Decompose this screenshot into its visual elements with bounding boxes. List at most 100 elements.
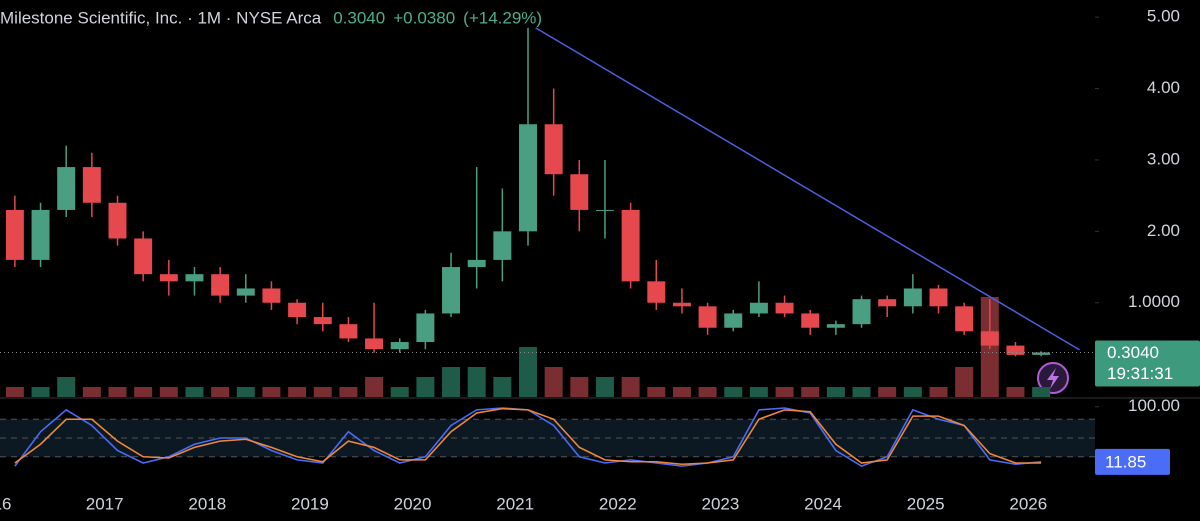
candle-body bbox=[493, 231, 512, 260]
volume-bar bbox=[5, 387, 24, 397]
candle-body bbox=[313, 317, 332, 325]
volume-bar bbox=[313, 387, 332, 397]
volume-bar bbox=[82, 387, 101, 397]
volume-bar bbox=[1006, 387, 1025, 397]
volume-bar bbox=[236, 387, 255, 397]
value-box bbox=[1095, 448, 1170, 475]
candle-body bbox=[698, 306, 717, 328]
x-tick-label: 2026 bbox=[1009, 494, 1047, 513]
volume-bar bbox=[442, 367, 461, 397]
candle-body bbox=[519, 124, 537, 232]
value-label: 11.85 bbox=[1105, 452, 1146, 471]
x-tick-label: 2017 bbox=[86, 494, 124, 513]
last-price: 0.3040 bbox=[333, 8, 385, 27]
symbol-title: Milestone Scientific, Inc. · 1M · NYSE A… bbox=[0, 8, 322, 27]
x-tick-label: 2022 bbox=[599, 494, 637, 513]
candle-body bbox=[647, 281, 666, 303]
volume-bar bbox=[416, 377, 435, 397]
volume-bar bbox=[31, 387, 50, 397]
x-tick-label: 16 bbox=[0, 494, 12, 513]
header: Milestone Scientific, Inc. · 1M · NYSE A… bbox=[0, 8, 542, 27]
volume-bar bbox=[775, 387, 794, 397]
alert-bolt bbox=[1047, 368, 1059, 389]
volume-bar bbox=[878, 387, 897, 397]
x-tick-label: 2019 bbox=[291, 494, 329, 513]
candle-body bbox=[134, 238, 153, 275]
candle-body bbox=[595, 209, 614, 211]
candle-body bbox=[852, 299, 871, 325]
volume-bar bbox=[595, 377, 614, 397]
candle-body bbox=[1006, 345, 1025, 355]
last-price-box bbox=[1095, 340, 1200, 387]
volume-bar bbox=[955, 367, 974, 397]
candle-body bbox=[211, 274, 230, 296]
volume-bar bbox=[826, 387, 845, 397]
x-tick-label: 2024 bbox=[804, 494, 842, 513]
candle-body bbox=[82, 167, 101, 203]
candle-body bbox=[878, 299, 897, 307]
volume-bar bbox=[749, 387, 768, 397]
candle-body bbox=[108, 202, 127, 239]
volume-bar bbox=[852, 387, 871, 397]
trendline bbox=[535, 27, 1080, 351]
volume-bar bbox=[672, 387, 691, 397]
volume-bar bbox=[519, 347, 537, 397]
candle-body bbox=[801, 313, 820, 328]
candle-body bbox=[365, 338, 384, 350]
volume-bar bbox=[929, 387, 948, 397]
volume-bar bbox=[108, 387, 127, 397]
candle-body bbox=[57, 167, 76, 210]
volume-bar bbox=[801, 387, 820, 397]
volume-bar bbox=[1032, 387, 1051, 397]
volume-bar bbox=[134, 387, 153, 397]
y-tick-label: 3.00 bbox=[1147, 149, 1180, 168]
x-tick-label: 2020 bbox=[394, 494, 432, 513]
x-tick-label: 2021 bbox=[496, 494, 534, 513]
last-price-label: 0.3040 bbox=[1107, 343, 1159, 362]
candle-body bbox=[749, 302, 768, 314]
candle-body bbox=[775, 302, 794, 314]
candle-body bbox=[236, 288, 255, 296]
candle-body bbox=[621, 209, 640, 282]
x-tick-label: 2025 bbox=[907, 494, 945, 513]
volume-bar bbox=[159, 387, 178, 397]
candle-body bbox=[185, 274, 204, 282]
candle-body bbox=[288, 302, 307, 318]
x-tick-label: 2023 bbox=[702, 494, 740, 513]
candle-body bbox=[442, 267, 461, 314]
volume-bar bbox=[544, 367, 563, 397]
volume-bar bbox=[724, 387, 743, 397]
volume-bar bbox=[339, 387, 358, 397]
volume-bar bbox=[262, 387, 281, 397]
candle-body bbox=[262, 288, 281, 303]
candle-body bbox=[390, 342, 409, 350]
volume-bar bbox=[570, 377, 589, 397]
y-tick-label: 2.00 bbox=[1147, 221, 1180, 240]
y-tick-label: 1.0000 bbox=[1128, 292, 1180, 311]
candle-body bbox=[416, 313, 435, 343]
candle-body bbox=[159, 274, 178, 282]
candle-body bbox=[570, 174, 589, 210]
volume-bar bbox=[903, 387, 922, 397]
y-tick-label: 100.00 bbox=[1128, 396, 1180, 415]
candle-body bbox=[467, 259, 486, 268]
volume-bar bbox=[647, 387, 666, 397]
volume-bar bbox=[467, 367, 486, 397]
candle-body bbox=[1032, 352, 1051, 355]
volume-bar bbox=[211, 387, 230, 397]
candle-body bbox=[339, 324, 358, 339]
candle-body bbox=[672, 302, 691, 307]
candle-body bbox=[5, 209, 24, 260]
x-tick-label: 2018 bbox=[188, 494, 226, 513]
volume-bar bbox=[365, 377, 384, 397]
candle-body bbox=[826, 324, 845, 328]
candle-body bbox=[31, 209, 50, 260]
candle-body bbox=[955, 306, 974, 332]
y-tick-label: 5.00 bbox=[1147, 7, 1180, 26]
price-change: +0.0380 bbox=[393, 8, 455, 27]
band-fill bbox=[0, 419, 1095, 457]
stoch-line bbox=[14, 407, 1042, 466]
y-tick-label: 4.00 bbox=[1147, 78, 1180, 97]
candle-body bbox=[544, 124, 563, 175]
